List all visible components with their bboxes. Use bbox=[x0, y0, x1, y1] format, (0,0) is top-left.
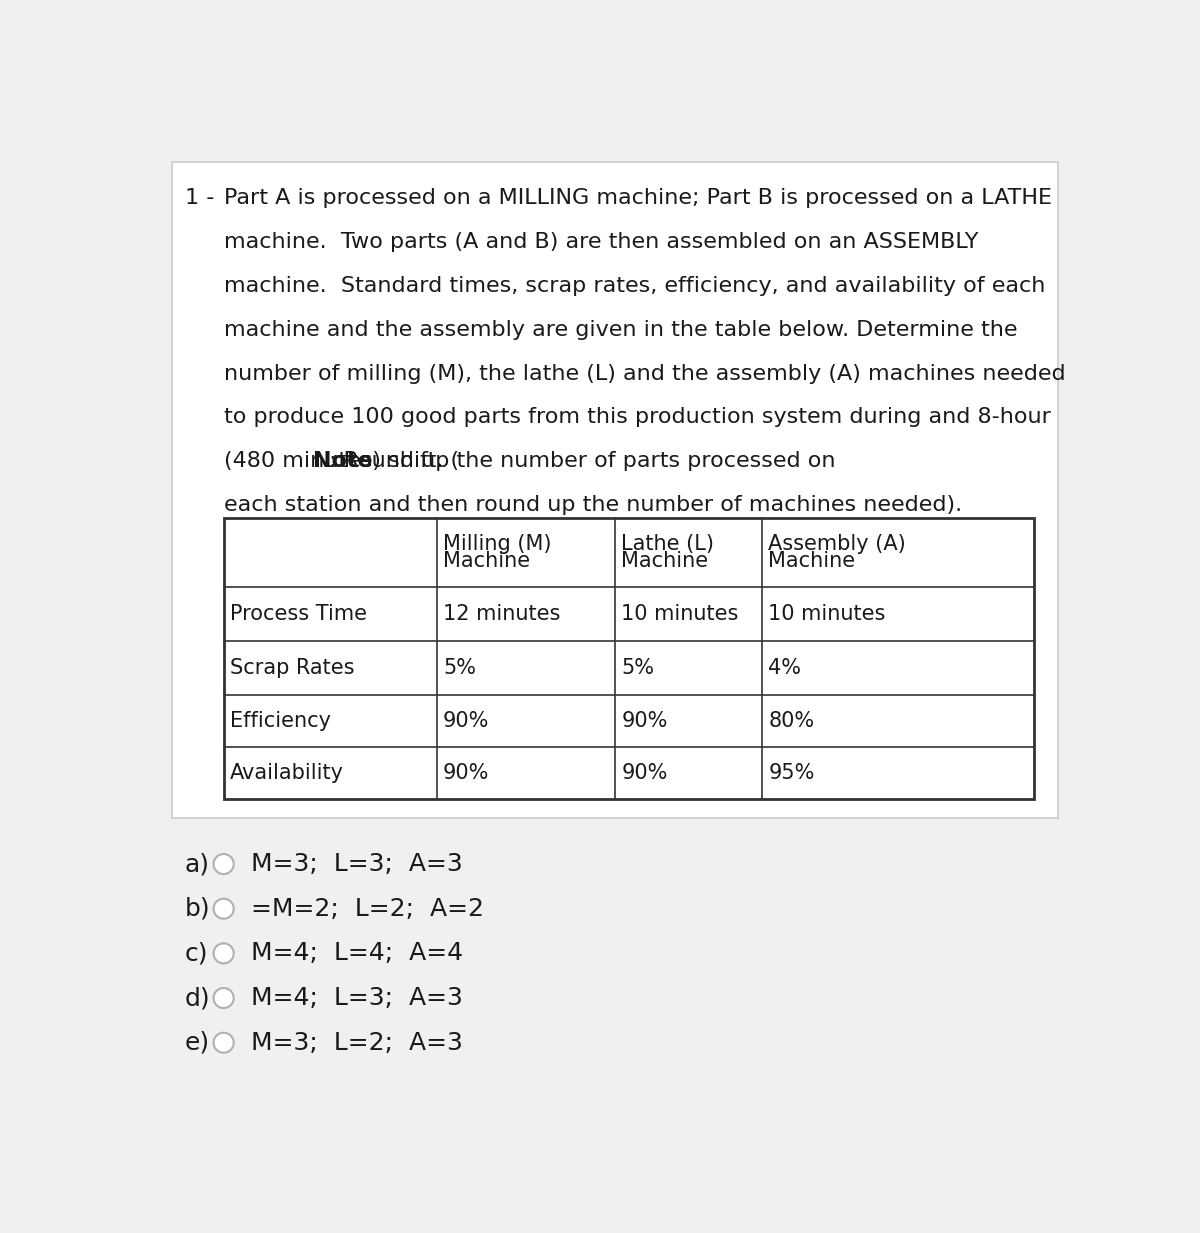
Bar bbox=[223, 518, 1033, 799]
Text: 12 minutes: 12 minutes bbox=[443, 604, 560, 624]
Text: Assembly (A): Assembly (A) bbox=[768, 534, 906, 554]
Text: 1 -: 1 - bbox=[185, 187, 215, 208]
Text: 10 minutes: 10 minutes bbox=[768, 604, 886, 624]
Text: M=3;  L=2;  A=3: M=3; L=2; A=3 bbox=[251, 1031, 463, 1054]
Text: c): c) bbox=[185, 941, 209, 965]
Text: Efficiency: Efficiency bbox=[230, 711, 331, 731]
Text: : Round up the number of parts processed on: : Round up the number of parts processed… bbox=[329, 451, 835, 471]
Circle shape bbox=[214, 1033, 234, 1053]
Text: 80%: 80% bbox=[768, 711, 815, 731]
Text: 90%: 90% bbox=[443, 711, 490, 731]
Text: =M=2;  L=2;  A=2: =M=2; L=2; A=2 bbox=[251, 896, 484, 921]
Circle shape bbox=[214, 943, 234, 963]
Text: Note: Note bbox=[313, 451, 372, 471]
Text: M=3;  L=3;  A=3: M=3; L=3; A=3 bbox=[251, 852, 462, 877]
Text: 10 minutes: 10 minutes bbox=[622, 604, 738, 624]
Text: machine.  Standard times, scrap rates, efficiency, and availability of each: machine. Standard times, scrap rates, ef… bbox=[223, 276, 1045, 296]
Text: Milling (M): Milling (M) bbox=[443, 534, 552, 554]
Text: 4%: 4% bbox=[768, 657, 802, 678]
Text: machine and the assembly are given in the table below. Determine the: machine and the assembly are given in th… bbox=[223, 319, 1018, 339]
Text: 90%: 90% bbox=[622, 711, 667, 731]
Text: Machine: Machine bbox=[622, 551, 708, 571]
Text: 90%: 90% bbox=[622, 763, 667, 783]
Text: d): d) bbox=[185, 986, 210, 1010]
Bar bbox=[172, 162, 1058, 817]
Text: (480 minutes) shift. (: (480 minutes) shift. ( bbox=[223, 451, 458, 471]
Text: b): b) bbox=[185, 896, 210, 921]
Text: Part A is processed on a MILLING machine; Part B is processed on a LATHE: Part A is processed on a MILLING machine… bbox=[223, 187, 1051, 208]
Text: Machine: Machine bbox=[443, 551, 530, 571]
Text: Machine: Machine bbox=[768, 551, 856, 571]
Text: Lathe (L): Lathe (L) bbox=[622, 534, 714, 554]
Text: each station and then round up the number of machines needed).: each station and then round up the numbe… bbox=[223, 496, 961, 515]
Text: e): e) bbox=[185, 1031, 210, 1054]
Text: 5%: 5% bbox=[622, 657, 654, 678]
Text: a): a) bbox=[185, 852, 210, 877]
Text: 90%: 90% bbox=[443, 763, 490, 783]
Text: machine.  Two parts (A and B) are then assembled on an ASSEMBLY: machine. Two parts (A and B) are then as… bbox=[223, 232, 978, 252]
Text: to produce 100 good parts from this production system during and 8-hour: to produce 100 good parts from this prod… bbox=[223, 407, 1050, 428]
Circle shape bbox=[214, 899, 234, 919]
Text: Process Time: Process Time bbox=[230, 604, 367, 624]
Text: number of milling (M), the lathe (L) and the assembly (A) machines needed: number of milling (M), the lathe (L) and… bbox=[223, 364, 1066, 383]
Text: Availability: Availability bbox=[230, 763, 344, 783]
Text: Scrap Rates: Scrap Rates bbox=[230, 657, 354, 678]
Text: 5%: 5% bbox=[443, 657, 476, 678]
Text: M=4;  L=3;  A=3: M=4; L=3; A=3 bbox=[251, 986, 463, 1010]
Circle shape bbox=[214, 988, 234, 1009]
Text: 95%: 95% bbox=[768, 763, 815, 783]
Text: M=4;  L=4;  A=4: M=4; L=4; A=4 bbox=[251, 941, 463, 965]
Circle shape bbox=[214, 854, 234, 874]
